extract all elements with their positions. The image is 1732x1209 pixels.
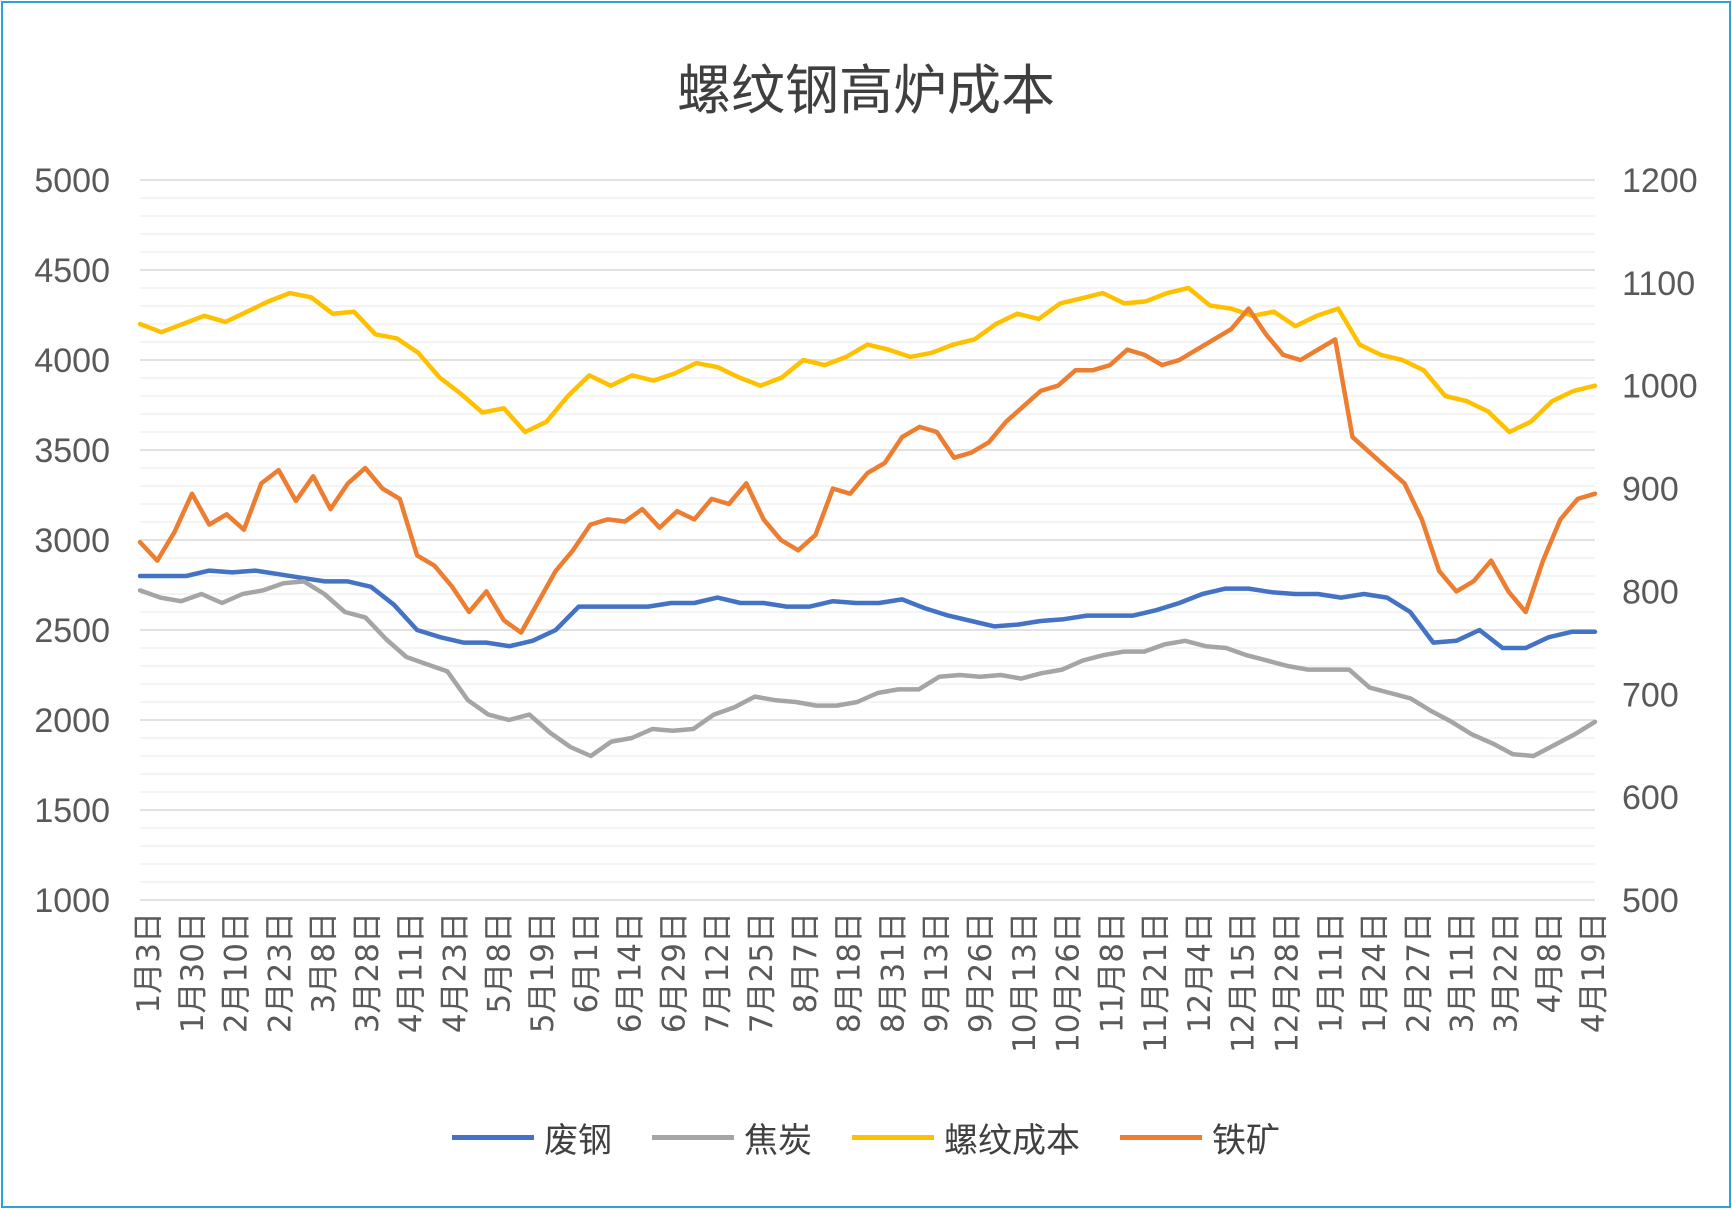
x-axis-tick-label: 11月8日 xyxy=(1094,912,1130,1033)
right-axis-tick-label: 600 xyxy=(1622,779,1679,817)
series-line-2 xyxy=(137,285,1598,435)
x-axis-tick-label: 1月3日 xyxy=(131,912,167,1013)
legend-item: 螺纹成本 xyxy=(852,1113,1080,1162)
x-axis-tick-label: 11月21日 xyxy=(1138,912,1174,1053)
x-axis-tick-label: 5月19日 xyxy=(525,912,561,1033)
x-axis-tick-label: 10月26日 xyxy=(1051,912,1087,1053)
x-axis-tick-label: 7月12日 xyxy=(700,912,736,1033)
legend-swatch xyxy=(852,1134,934,1140)
x-axis-tick-label: 12月28日 xyxy=(1269,912,1305,1053)
x-axis-tick-label: 3月28日 xyxy=(350,912,386,1033)
legend-swatch xyxy=(1120,1134,1202,1140)
right-axis-tick-label: 800 xyxy=(1622,573,1679,611)
x-axis-tick-label: 6月29日 xyxy=(656,912,692,1033)
left-axis-tick-label: 2000 xyxy=(34,702,110,740)
x-axis-tick-label: 1月30日 xyxy=(175,912,211,1033)
legend-item: 铁矿 xyxy=(1120,1113,1280,1162)
right-axis-tick-label: 1000 xyxy=(1622,368,1698,406)
x-axis-tick-label: 4月23日 xyxy=(438,912,474,1033)
legend-label: 焦炭 xyxy=(744,1120,812,1161)
right-axis-tick-label: 1200 xyxy=(1622,162,1698,200)
legend-label: 废钢 xyxy=(544,1120,612,1161)
chart-title: 螺纹钢高炉成本 xyxy=(677,59,1055,122)
x-axis-tick-label: 3月8日 xyxy=(306,912,342,1013)
x-axis-tick-label: 2月27日 xyxy=(1401,912,1437,1033)
left-axis-tick-label: 3000 xyxy=(34,522,110,560)
right-axis-tick-label: 500 xyxy=(1622,882,1679,920)
legend-label: 铁矿 xyxy=(1212,1120,1280,1161)
legend-label: 螺纹成本 xyxy=(944,1120,1080,1161)
left-axis-tick-label: 1500 xyxy=(34,792,110,830)
x-axis-tick-label: 8月7日 xyxy=(788,912,824,1013)
legend-swatch xyxy=(452,1134,534,1140)
gridlines xyxy=(140,179,1595,901)
x-axis-tick-label: 1月11日 xyxy=(1313,912,1349,1033)
x-axis-tick-label: 5月8日 xyxy=(481,912,517,1013)
x-axis-tick-label: 3月11日 xyxy=(1445,912,1481,1033)
x-axis-tick-label: 7月25日 xyxy=(744,912,780,1033)
x-axis-tick-label: 10月13日 xyxy=(1007,912,1043,1053)
right-axis-tick-label: 1100 xyxy=(1622,265,1695,303)
right-y-axis: 500 600 700 800 900 1000 1100 1200 xyxy=(1622,162,1698,920)
series-line-0 xyxy=(137,568,1598,651)
x-axis-tick-label: 9月13日 xyxy=(919,912,955,1033)
series-line-3 xyxy=(137,306,1598,635)
legend-item: 焦炭 xyxy=(652,1113,812,1162)
left-axis-tick-label: 2500 xyxy=(34,612,110,650)
x-axis-tick-label: 4月19日 xyxy=(1576,912,1612,1033)
x-axis-tick-label: 8月31日 xyxy=(875,912,911,1033)
x-axis-tick-label: 6月1日 xyxy=(569,912,605,1013)
x-axis-tick-label: 12月4日 xyxy=(1182,912,1218,1033)
left-axis-tick-label: 4000 xyxy=(34,342,110,380)
left-axis-tick-label: 4500 xyxy=(34,252,110,290)
x-axis: 1月3日 1月30日 2月10日 2月23日 3月8日 3月28日 4月11日 4月23日 5月… xyxy=(131,912,1612,1053)
left-axis-tick-label: 3500 xyxy=(34,432,110,470)
right-axis-tick-label: 900 xyxy=(1622,471,1679,509)
x-axis-tick-label: 3月22日 xyxy=(1488,912,1524,1033)
series-lines xyxy=(137,285,1598,759)
x-axis-tick-label: 2月10日 xyxy=(219,912,255,1033)
x-axis-tick-label: 1月24日 xyxy=(1357,912,1393,1033)
x-axis-tick-label: 9月26日 xyxy=(963,912,999,1033)
left-axis-tick-label: 5000 xyxy=(34,162,110,200)
x-axis-tick-label: 4月8日 xyxy=(1532,912,1568,1013)
legend-swatch xyxy=(652,1134,734,1140)
x-axis-tick-label: 2月23日 xyxy=(262,912,298,1033)
series-line-1 xyxy=(137,579,1598,759)
x-axis-tick-label: 8月18日 xyxy=(832,912,868,1033)
left-axis-tick-label: 1000 xyxy=(34,882,110,920)
legend-item: 废钢 xyxy=(452,1113,612,1162)
x-axis-tick-label: 12月15日 xyxy=(1226,912,1262,1053)
legend: 废钢 焦炭 螺纹成本 铁矿 xyxy=(0,1112,1732,1162)
x-axis-tick-label: 6月14日 xyxy=(613,912,649,1033)
left-y-axis: 1000 1500 2000 2500 3000 3500 4000 4500 5000 xyxy=(34,162,110,920)
x-axis-tick-label: 4月11日 xyxy=(394,912,430,1033)
right-axis-tick-label: 700 xyxy=(1622,676,1679,714)
